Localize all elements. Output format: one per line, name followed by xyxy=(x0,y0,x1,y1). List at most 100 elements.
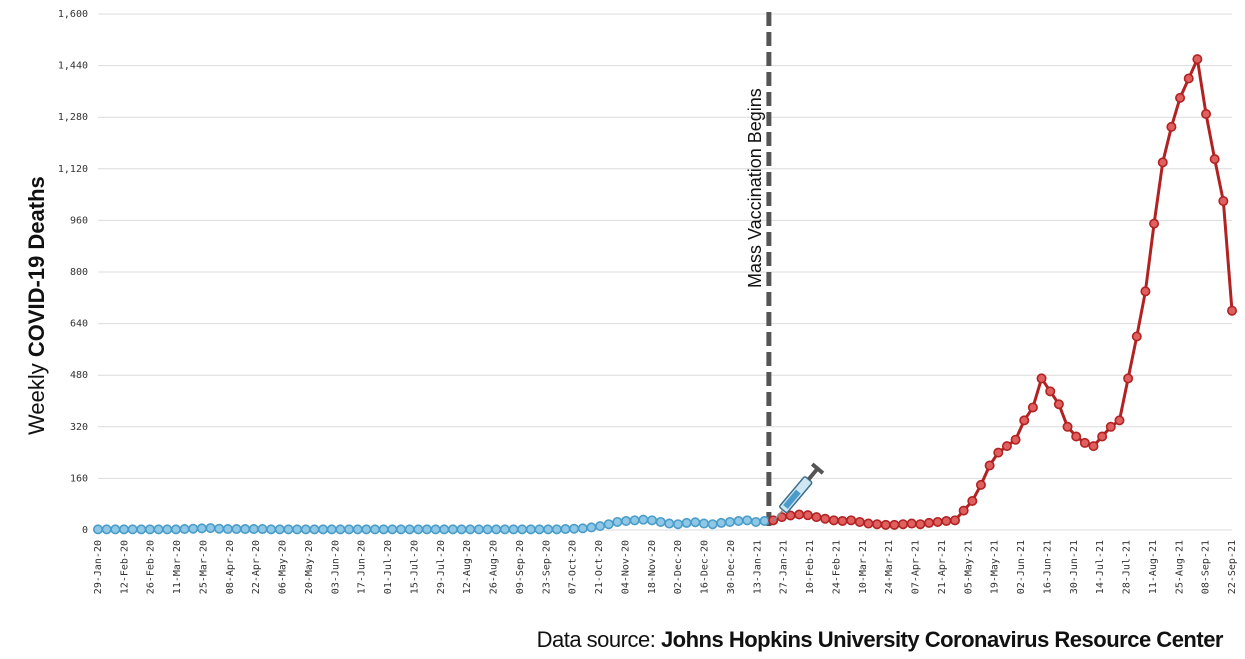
data-point xyxy=(1088,441,1099,452)
data-point xyxy=(1001,441,1012,452)
x-tick-label: 26-Feb-20 xyxy=(146,540,157,594)
y-tick-label: 1,600 xyxy=(58,9,88,20)
data-point xyxy=(967,495,978,506)
x-tick-label: 03-Jun-20 xyxy=(330,540,341,594)
data-point xyxy=(344,524,355,535)
x-tick-label: 08-Sep-21 xyxy=(1201,540,1212,594)
data-point xyxy=(1218,196,1229,207)
x-tick-label: 13-Jan-21 xyxy=(752,540,763,594)
data-point xyxy=(1079,437,1090,448)
syringe-icon xyxy=(773,462,825,522)
x-tick-label: 25-Mar-20 xyxy=(198,540,209,594)
x-tick-label: 14-Jul-21 xyxy=(1095,540,1106,594)
data-point xyxy=(118,524,129,535)
data-point xyxy=(300,524,311,535)
data-point xyxy=(508,524,519,535)
data-point xyxy=(577,523,588,534)
data-point xyxy=(932,516,943,527)
data-point xyxy=(802,510,813,521)
data-source-prefix: Data source: xyxy=(536,627,661,652)
data-point xyxy=(456,524,467,535)
x-tick-label: 29-Jan-20 xyxy=(93,540,104,594)
data-point xyxy=(1140,286,1151,297)
data-point xyxy=(1105,421,1116,432)
data-point xyxy=(101,524,112,535)
data-point xyxy=(93,524,104,535)
data-point xyxy=(430,524,441,535)
data-point xyxy=(499,524,510,535)
data-point xyxy=(127,524,138,535)
data-point xyxy=(854,516,865,527)
series-2 xyxy=(768,54,1238,530)
data-point xyxy=(647,515,658,526)
data-point xyxy=(326,524,337,535)
data-point xyxy=(638,514,649,525)
data-point xyxy=(1201,108,1212,119)
data-point xyxy=(439,524,450,535)
data-point xyxy=(863,518,874,529)
data-point xyxy=(569,523,580,534)
x-tick-label: 02-Dec-20 xyxy=(673,540,684,594)
data-point xyxy=(889,519,900,530)
x-tick-label: 16-Jun-21 xyxy=(1042,540,1053,594)
data-point xyxy=(257,524,268,535)
data-point xyxy=(586,522,597,533)
data-point xyxy=(1123,373,1134,384)
y-tick-label: 640 xyxy=(70,319,88,330)
data-point xyxy=(188,523,199,534)
x-tick-label: 07-Apr-21 xyxy=(911,540,922,594)
data-point xyxy=(1062,421,1073,432)
data-point xyxy=(1227,305,1238,316)
data-point xyxy=(820,513,831,524)
data-point xyxy=(958,505,969,516)
x-tick-label: 21-Apr-21 xyxy=(937,540,948,594)
x-tick-label: 21-Oct-20 xyxy=(594,540,605,594)
data-point xyxy=(404,524,415,535)
data-point xyxy=(742,515,753,526)
x-tick-label: 24-Feb-21 xyxy=(831,540,842,594)
x-tick-label: 22-Apr-20 xyxy=(251,540,262,594)
x-tick-label: 10-Feb-21 xyxy=(805,540,816,594)
y-tick-label: 160 xyxy=(70,473,88,484)
data-point xyxy=(629,515,640,526)
x-tick-label: 23-Sep-20 xyxy=(541,540,552,594)
x-tick-label: 26-Aug-20 xyxy=(489,540,500,594)
syringe-plunger xyxy=(807,467,820,481)
x-tick-label: 11-Mar-20 xyxy=(172,540,183,594)
y-axis-label: Weekly COVID-19 Deaths xyxy=(24,176,49,435)
data-point xyxy=(283,524,294,535)
data-point xyxy=(880,519,891,530)
x-tick-label: 10-Mar-21 xyxy=(858,540,869,594)
data-point xyxy=(370,524,381,535)
data-source-name: Johns Hopkins University Coronavirus Res… xyxy=(660,627,1224,652)
data-point xyxy=(733,515,744,526)
data-point xyxy=(872,519,883,530)
x-tick-label: 30-Jun-21 xyxy=(1069,540,1080,594)
data-point xyxy=(837,515,848,526)
x-tick-label: 01-Jul-20 xyxy=(383,540,394,594)
data-point xyxy=(898,519,909,530)
data-point xyxy=(1166,121,1177,132)
x-tick-label: 19-May-21 xyxy=(990,540,1001,594)
data-point xyxy=(984,460,995,471)
x-tick-label: 12-Feb-20 xyxy=(119,540,130,594)
data-point xyxy=(698,518,709,529)
data-point xyxy=(595,521,606,532)
data-point xyxy=(1192,54,1203,65)
series-group xyxy=(93,54,1238,535)
data-point xyxy=(413,524,424,535)
data-point xyxy=(707,519,718,530)
data-source: Data source: Johns Hopkins University Co… xyxy=(536,627,1224,653)
data-point xyxy=(664,518,675,529)
data-point xyxy=(672,519,683,530)
y-tick-labels: 0 160 320 480 640 800 960 1,120 1,280 1,440 1,600 xyxy=(58,9,88,536)
x-tick-label: 22-Sep-21 xyxy=(1227,540,1238,594)
data-point xyxy=(1183,73,1194,84)
data-point xyxy=(560,524,571,535)
data-point xyxy=(1027,402,1038,413)
y-tick-label: 320 xyxy=(70,422,88,433)
data-point xyxy=(387,524,398,535)
data-point xyxy=(309,524,320,535)
data-point xyxy=(1036,373,1047,384)
